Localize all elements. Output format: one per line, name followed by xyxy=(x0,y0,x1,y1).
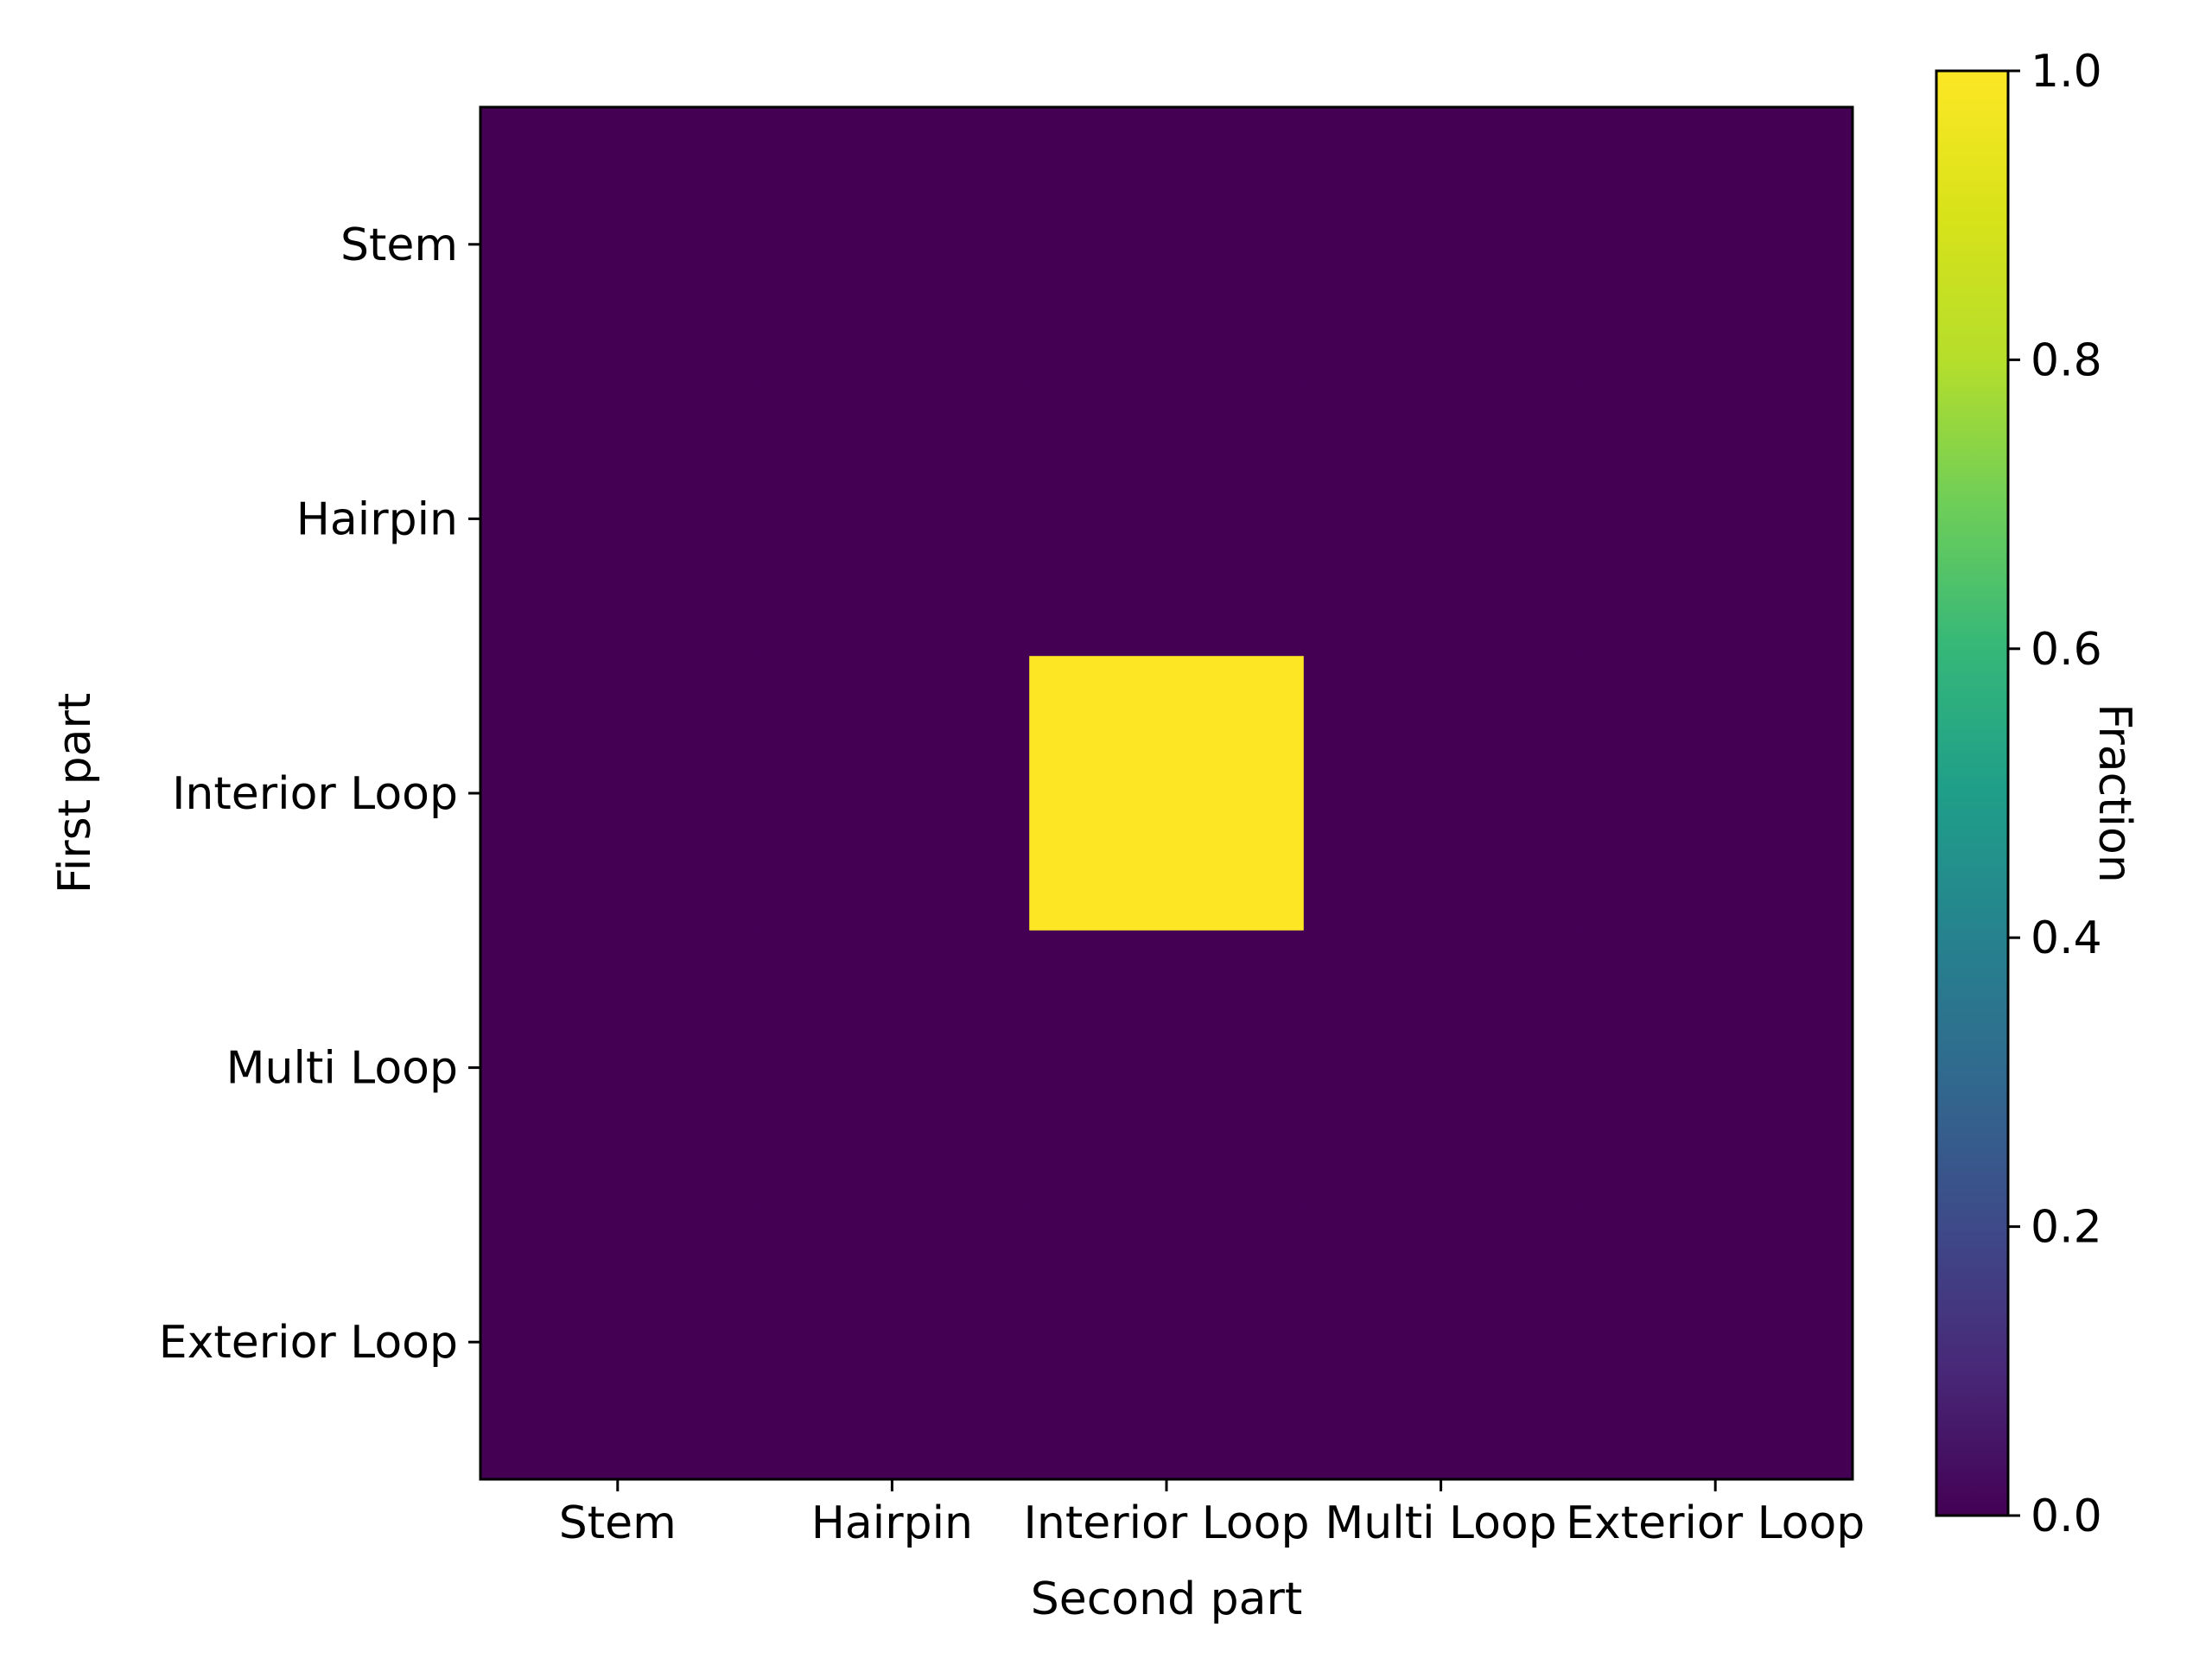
heatmap-cell xyxy=(1578,107,1853,383)
heatmap-cell xyxy=(1578,930,1853,1205)
heatmap-cell xyxy=(1578,656,1853,931)
colorbar-gradient xyxy=(1935,69,2010,1517)
colorbar: 0.0 0.2 0.4 0.6 0.8 1.0 Fraction xyxy=(1935,46,2140,1542)
x-tick-label: Stem xyxy=(559,1497,677,1549)
y-tick-label: Hairpin xyxy=(296,493,458,545)
heatmap-cell xyxy=(1303,107,1579,383)
heatmap-cell xyxy=(480,1205,756,1480)
x-tick-label: Interior Loop xyxy=(1024,1497,1310,1549)
heatmap-cell xyxy=(1578,381,1853,657)
y-tick-label: Exterior Loop xyxy=(159,1317,458,1369)
colorbar-tick-label: 0.8 xyxy=(2031,334,2102,386)
heatmap-cell xyxy=(1029,1205,1305,1480)
colorbar-ticks: 0.0 0.2 0.4 0.6 0.8 1.0 xyxy=(2008,46,2102,1542)
heatmap-cell xyxy=(480,930,756,1205)
heatmap-cell xyxy=(754,930,1030,1205)
heatmap-cell xyxy=(1578,1205,1853,1480)
colorbar-tick-label: 0.0 xyxy=(2031,1491,2102,1542)
x-tick-label: Hairpin xyxy=(811,1497,973,1549)
x-axis: Stem Hairpin Interior Loop Multi Loop Exteri… xyxy=(559,1479,1865,1549)
y-tick-label: Stem xyxy=(340,219,458,271)
heatmap-cell xyxy=(1029,656,1305,931)
heatmap-cell xyxy=(1303,1205,1579,1480)
heatmap-cell xyxy=(1029,930,1305,1205)
heatmap-cell xyxy=(480,656,756,931)
heatmap-cell xyxy=(1303,930,1579,1205)
heatmap-cell xyxy=(480,107,756,383)
heatmap-cell xyxy=(754,656,1030,931)
heatmap-cell xyxy=(1029,381,1305,657)
heatmap-cell xyxy=(1303,656,1579,931)
heatmap-cell xyxy=(754,1205,1030,1480)
heatmap-cell xyxy=(1029,107,1305,383)
x-tick-label: Multi Loop xyxy=(1325,1497,1556,1549)
y-tick-label: Multi Loop xyxy=(226,1043,458,1095)
heatmap-cell xyxy=(480,381,756,657)
colorbar-tick-label: 0.4 xyxy=(2031,912,2102,964)
x-axis-label: Second part xyxy=(1031,1573,1303,1625)
colorbar-tick-label: 1.0 xyxy=(2031,46,2102,98)
y-axis: Stem Hairpin Interior Loop Multi Loop Exteri… xyxy=(159,219,480,1369)
heatmap-cell xyxy=(1303,381,1579,657)
colorbar-tick-label: 0.6 xyxy=(2031,624,2102,676)
colorbar-tick-label: 0.2 xyxy=(2031,1202,2102,1254)
x-tick-label: Exterior Loop xyxy=(1566,1497,1865,1549)
heatmap-cell xyxy=(754,381,1030,657)
y-axis-label: First part xyxy=(49,693,101,894)
heatmap-cell xyxy=(754,107,1030,383)
colorbar-label: Fraction xyxy=(2088,703,2140,883)
heatmap-cells xyxy=(480,107,1853,1480)
y-tick-label: Interior Loop xyxy=(172,768,458,820)
